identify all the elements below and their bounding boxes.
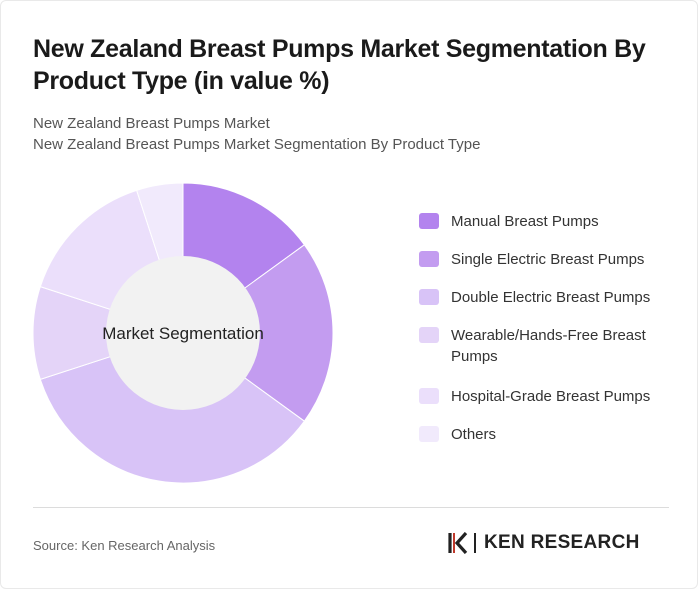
legend-swatch [419,388,439,404]
chart-subtitle-market: New Zealand Breast Pumps Market [33,115,270,132]
logo-separator [474,533,476,553]
legend-item: Single Electric Breast Pumps [419,249,679,270]
legend-label: Wearable/Hands-Free Breast Pumps [451,327,646,365]
legend-item: Manual Breast Pumps [419,211,679,232]
legend-label: Hospital-Grade Breast Pumps [451,388,651,405]
legend-swatch [419,251,439,267]
legend-label: Manual Breast Pumps [451,213,599,230]
donut-center [106,256,260,410]
chart-title: New Zealand Breast Pumps Market Segmenta… [33,35,646,95]
logo-text: KEN RESEARCH [484,532,640,553]
legend-label: Double Electric Breast Pumps [451,289,651,306]
legend-swatch [419,289,439,305]
ken-research-logo: KEN RESEARCH [448,532,640,554]
donut-chart: Market Segmentation [32,182,334,484]
donut-center-label: Market Segmentation [102,324,264,343]
legend-label: Single Electric Breast Pumps [451,251,645,268]
legend-label: Others [451,426,497,443]
ken-research-logo-icon [448,532,468,554]
legend-swatch [419,426,439,442]
legend-item: Hospital-Grade Breast Pumps [419,386,679,407]
chart-subtitle-segmentation: New Zealand Breast Pumps Market Segmenta… [33,136,481,153]
legend-item: Wearable/Hands-Free Breast Pumps [419,325,679,367]
legend-item: Others [419,424,679,445]
footer-divider [33,507,669,508]
legend-item: Double Electric Breast Pumps [419,287,679,308]
legend-swatch [419,213,439,229]
source-note: Source: Ken Research Analysis [33,538,216,553]
legend-swatch [419,327,439,343]
